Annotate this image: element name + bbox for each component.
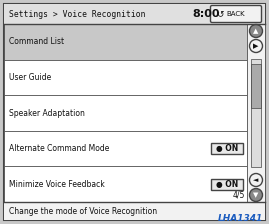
Circle shape xyxy=(250,174,263,187)
Text: ◄: ◄ xyxy=(253,177,259,183)
FancyBboxPatch shape xyxy=(4,4,265,220)
Text: BACK: BACK xyxy=(226,11,245,17)
Text: ● ON: ● ON xyxy=(216,180,238,189)
Text: ▲: ▲ xyxy=(253,28,259,34)
Text: Minimize Voice Feedback: Minimize Voice Feedback xyxy=(9,180,105,189)
Text: Alternate Command Mode: Alternate Command Mode xyxy=(9,144,109,153)
Text: ↺: ↺ xyxy=(216,9,224,19)
Text: Change the mode of Voice Recognition: Change the mode of Voice Recognition xyxy=(9,207,157,215)
FancyBboxPatch shape xyxy=(4,131,247,166)
Circle shape xyxy=(250,24,263,37)
FancyBboxPatch shape xyxy=(211,179,243,190)
Text: 4/5: 4/5 xyxy=(233,190,245,199)
FancyBboxPatch shape xyxy=(4,202,265,220)
Text: Command List: Command List xyxy=(9,37,64,46)
Text: 8:00: 8:00 xyxy=(192,9,220,19)
Text: ● ON: ● ON xyxy=(216,144,238,153)
Text: ▶: ▶ xyxy=(253,43,259,49)
FancyBboxPatch shape xyxy=(4,60,247,95)
FancyBboxPatch shape xyxy=(211,143,243,154)
FancyBboxPatch shape xyxy=(4,24,247,60)
FancyBboxPatch shape xyxy=(251,59,261,167)
Text: Speaker Adaptation: Speaker Adaptation xyxy=(9,108,85,118)
FancyBboxPatch shape xyxy=(247,24,265,202)
FancyBboxPatch shape xyxy=(4,95,247,131)
FancyBboxPatch shape xyxy=(4,4,265,24)
Text: Settings > Voice Recognition: Settings > Voice Recognition xyxy=(9,9,146,19)
FancyBboxPatch shape xyxy=(211,6,261,22)
FancyBboxPatch shape xyxy=(251,65,261,108)
Circle shape xyxy=(250,189,263,202)
Text: LHA1341: LHA1341 xyxy=(218,214,263,223)
Text: ▼: ▼ xyxy=(253,192,259,198)
Circle shape xyxy=(250,39,263,52)
Text: User Guide: User Guide xyxy=(9,73,51,82)
FancyBboxPatch shape xyxy=(4,166,247,202)
